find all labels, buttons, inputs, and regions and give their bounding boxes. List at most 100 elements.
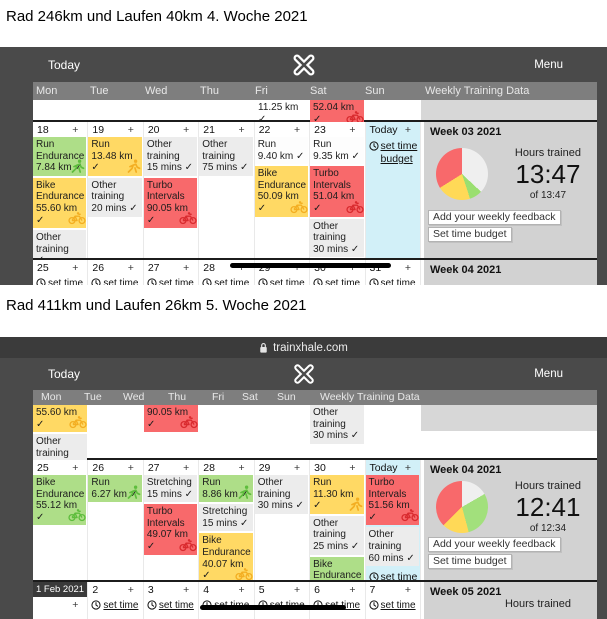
day-header-thu: Thu	[200, 85, 219, 97]
day-number: 28	[203, 262, 215, 274]
add-workout-button[interactable]: +	[404, 124, 411, 136]
set-time-link[interactable]: set time	[91, 278, 138, 285]
menu-button[interactable]: Menu	[534, 368, 563, 380]
training-card[interactable]: Run 9.40 km ✓	[254, 137, 309, 165]
hours-trained-value: 13:47	[515, 159, 581, 189]
set-time-link[interactable]: set time	[147, 278, 194, 285]
set-time-link[interactable]: set time	[91, 600, 138, 611]
training-card[interactable]: Stretching 15 mins ✓	[199, 504, 253, 532]
add-workout-button[interactable]: +	[127, 262, 134, 274]
training-card[interactable]: Bike Endurance 70.43 km ✓	[310, 556, 364, 580]
add-workout-button[interactable]: +	[404, 462, 411, 474]
add-workout-button[interactable]: +	[127, 462, 134, 474]
training-card[interactable]: Other training 30 mins ✓	[310, 218, 364, 258]
add-workout-button[interactable]: +	[183, 462, 190, 474]
training-card[interactable]: 55.60 km ✓	[33, 405, 87, 433]
add-workout-button[interactable]: +	[72, 599, 79, 611]
xhale-logo-icon	[293, 364, 314, 384]
add-workout-button[interactable]: +	[349, 262, 356, 274]
add-workout-button[interactable]: +	[127, 124, 134, 136]
add-workout-button[interactable]: +	[72, 124, 79, 136]
add-workout-button[interactable]: +	[127, 584, 134, 596]
training-card[interactable]: Run 11.30 km ✓	[310, 475, 364, 514]
add-workout-button[interactable]: +	[238, 262, 245, 274]
add-workout-button[interactable]: +	[349, 462, 356, 474]
menu-button[interactable]: Menu	[534, 58, 563, 71]
training-card[interactable]: Run 9.35 km ✓	[310, 137, 364, 165]
add-workout-button[interactable]: +	[183, 124, 190, 136]
set-time-link[interactable]: set time	[313, 278, 360, 285]
training-card[interactable]: Bike Endurance 40.07 km ✓	[199, 533, 253, 580]
add-workout-button[interactable]: +	[293, 124, 301, 136]
add-workout-button[interactable]: +	[238, 584, 245, 596]
add-workout-button[interactable]: +	[293, 262, 301, 274]
training-card[interactable]: Other training 30 mins ✓	[254, 475, 309, 514]
hours-pie-chart	[435, 148, 488, 200]
set-time-budget-button[interactable]: Set time budget	[427, 227, 512, 242]
day-number: 5	[258, 584, 265, 596]
training-card[interactable]: Turbo Intervals 51.04 km ✓	[310, 166, 364, 217]
training-card[interactable]: 90.05 km ✓	[144, 405, 198, 433]
week-separator	[33, 580, 597, 582]
add-workout-button[interactable]: +	[238, 462, 245, 474]
week-row-25-31: 25 + Bike Endurance 55.12 km ✓ 26 + Run 6.…	[33, 460, 597, 580]
add-workout-button[interactable]: +	[404, 262, 411, 274]
card-text: Other training 60 mins ✓	[368, 529, 415, 564]
add-workout-button[interactable]: +	[238, 124, 245, 136]
add-workout-button[interactable]: +	[293, 462, 301, 474]
training-card[interactable]: Run 13.48 km ✓	[88, 137, 142, 176]
browser-url[interactable]: trainxhale.com	[273, 341, 348, 354]
set-time-link[interactable]: set time	[202, 277, 250, 286]
training-card[interactable]: Other training 30 mins ✓	[310, 405, 364, 444]
training-card[interactable]: Bike Endurance 55.12 km ✓	[33, 475, 87, 526]
link-label: set time	[214, 277, 250, 286]
add-workout-button[interactable]: +	[349, 584, 356, 596]
training-card[interactable]: Bike Endurance 50.09 km ✓	[254, 166, 309, 217]
today-button[interactable]: Today	[48, 57, 81, 72]
day-number: 25	[37, 262, 49, 274]
training-card[interactable]: Run 6.27 km ✓	[88, 475, 142, 503]
add-workout-button[interactable]: +	[293, 584, 301, 596]
add-workout-button[interactable]: +	[183, 584, 190, 596]
set-time-budget-link[interactable]: set time budget	[368, 140, 420, 166]
add-workout-button[interactable]: +	[349, 124, 356, 136]
add-workout-button[interactable]: +	[404, 584, 411, 596]
training-card[interactable]: Other training ✓	[33, 230, 87, 258]
add-feedback-button[interactable]: Add your weekly feedback	[427, 210, 561, 225]
training-card[interactable]: Run Endurance 7.84 km ✓	[33, 137, 87, 176]
weekly-training-panel: Week 04 2021 Hours trained 12:41 of 12:3…	[420, 460, 597, 580]
training-card[interactable]: 11.25 km ✓	[255, 100, 309, 127]
training-card[interactable]: Stretching 15 mins ✓	[143, 475, 198, 503]
training-card[interactable]: Other training 25 mins ✓	[310, 515, 364, 555]
training-card[interactable]: Other training 60 mins ✓	[365, 527, 419, 567]
add-workout-button[interactable]: +	[183, 262, 190, 274]
set-time-link[interactable]: set time	[368, 278, 416, 285]
training-card[interactable]: Bike Endurance 55.60 km ✓	[33, 177, 87, 229]
set-time-link[interactable]: set time	[368, 599, 416, 611]
training-card[interactable]: Turbo Intervals 51.56 km ✓	[365, 475, 419, 526]
day-column-30: 30 + set time	[310, 260, 366, 285]
training-card[interactable]: Other training 20 mins ✓	[88, 177, 142, 217]
set-time-link[interactable]: set time	[36, 278, 83, 285]
clock-icon	[147, 600, 157, 610]
bike-icon	[179, 212, 197, 225]
training-card[interactable]: Turbo Intervals 49.07 km ✓	[143, 504, 198, 555]
link-label: set time	[380, 599, 416, 611]
day-column-today: Today + set time budget	[365, 122, 421, 258]
training-card[interactable]: Turbo Intervals 90.05 km ✓	[143, 177, 198, 229]
day-number: 18	[37, 124, 49, 136]
add-feedback-button[interactable]: Add your weekly feedback	[427, 537, 561, 552]
add-workout-button[interactable]: +	[72, 262, 79, 274]
today-button[interactable]: Today	[48, 367, 81, 381]
training-card[interactable]: Other training 15 mins ✓	[143, 137, 198, 176]
set-time-budget-button[interactable]: Set time budget	[427, 554, 512, 569]
training-card[interactable]: Run 8.86 km ✓	[199, 475, 253, 503]
training-card[interactable]: Other training 75 mins ✓	[199, 137, 253, 176]
calendar-view: Mon Tue Wed Thu Fri Sat Sun Weekly Train…	[33, 82, 597, 285]
set-time-link[interactable]: set time	[258, 278, 305, 285]
set-time-link[interactable]: set time	[147, 600, 194, 611]
add-workout-button[interactable]: +	[72, 462, 79, 474]
set-time-budget-link[interactable]: set time budget	[368, 571, 420, 580]
bike-icon	[180, 416, 198, 429]
partial-cell-wed: 90.05 km ✓	[144, 405, 199, 434]
